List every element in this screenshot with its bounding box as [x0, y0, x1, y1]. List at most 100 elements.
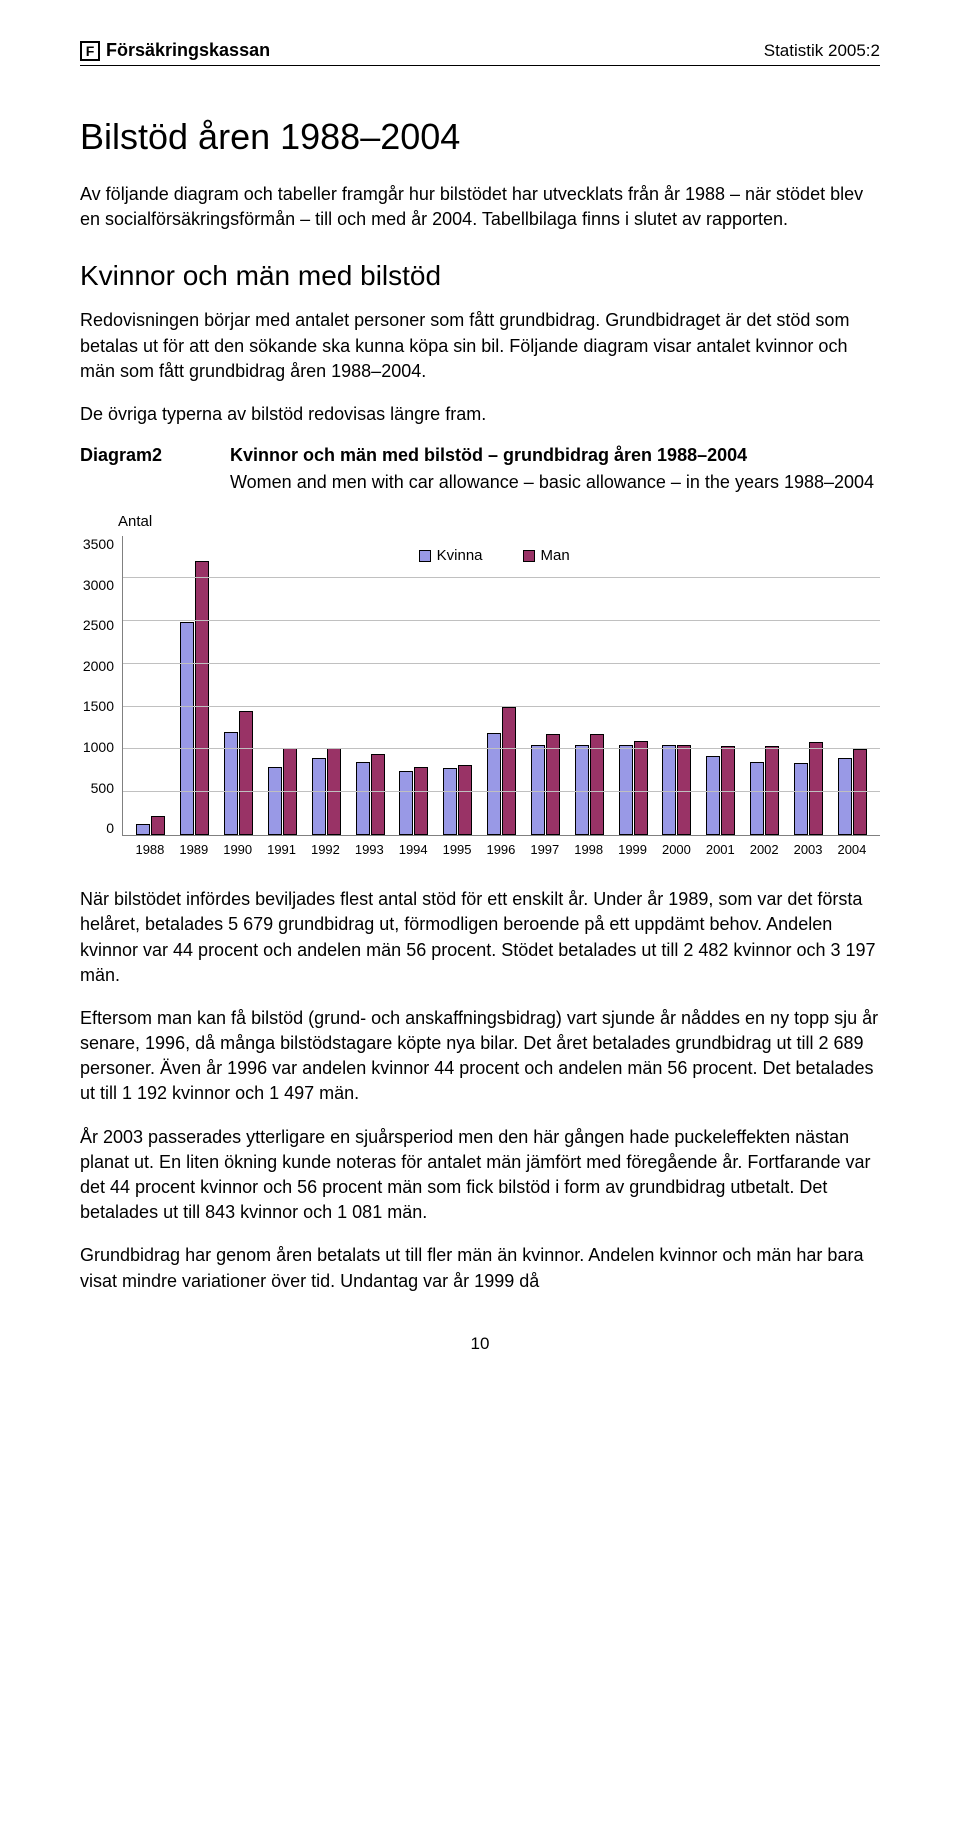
bar-man [414, 767, 428, 836]
legend-item-man: Man [523, 547, 570, 564]
bar-man [239, 711, 253, 835]
year-group [523, 536, 567, 835]
x-tick: 1999 [611, 842, 655, 857]
year-group [743, 536, 787, 835]
gridline [123, 620, 880, 621]
y-tick: 2000 [83, 658, 114, 674]
diagram-header-row: Diagram2 Kvinnor och män med bilstöd – g… [80, 445, 880, 466]
year-group [830, 536, 874, 835]
bar-kvinna [662, 745, 676, 835]
year-group [304, 536, 348, 835]
diagram-title-en: Women and men with car allowance – basic… [230, 472, 880, 493]
gridline [123, 663, 880, 664]
page-number: 10 [80, 1334, 880, 1354]
bar-kvinna [706, 756, 720, 835]
y-tick: 3000 [83, 577, 114, 593]
page-title: Bilstöd åren 1988–2004 [80, 116, 880, 158]
bar-kvinna [180, 622, 194, 835]
body-paragraph-4: Grundbidrag har genom åren betalats ut t… [80, 1243, 880, 1293]
x-tick: 1990 [216, 842, 260, 857]
bar-man [809, 742, 823, 835]
bar-kvinna [136, 824, 150, 835]
x-tick: 1996 [479, 842, 523, 857]
bar-kvinna [794, 763, 808, 835]
x-tick: 2000 [655, 842, 699, 857]
legend-label-kvinna: Kvinna [437, 547, 483, 564]
header-publication-id: Statistik 2005:2 [764, 41, 880, 61]
chart-plot: Kvinna Man [122, 536, 880, 836]
y-tick: 3500 [83, 536, 114, 552]
year-group [436, 536, 480, 835]
bar-kvinna [356, 762, 370, 835]
bar-kvinna [838, 758, 852, 835]
year-group [655, 536, 699, 835]
legend-label-man: Man [541, 547, 570, 564]
x-tick: 2004 [830, 842, 874, 857]
year-group [480, 536, 524, 835]
year-group [129, 536, 173, 835]
legend-item-kvinna: Kvinna [419, 547, 483, 564]
bar-kvinna [619, 745, 633, 835]
bar-kvinna [750, 762, 764, 835]
body-paragraph-3: År 2003 passerades ytterligare en sjuårs… [80, 1125, 880, 1226]
x-tick: 1995 [435, 842, 479, 857]
x-tick: 1998 [567, 842, 611, 857]
legend-swatch-kvinna [419, 550, 431, 562]
year-group [611, 536, 655, 835]
bar-man [502, 707, 516, 835]
body-paragraph-2: Eftersom man kan få bilstöd (grund- och … [80, 1006, 880, 1107]
y-axis-label: Antal [118, 513, 880, 530]
bar-kvinna [399, 771, 413, 835]
section-heading: Kvinnor och män med bilstöd [80, 260, 880, 292]
x-tick: 2002 [742, 842, 786, 857]
section-paragraph-2: De övriga typerna av bilstöd redovisas l… [80, 402, 880, 427]
y-tick: 1000 [83, 739, 114, 755]
x-tick: 1988 [128, 842, 172, 857]
diagram-number: Diagram2 [80, 445, 190, 466]
bar-man [151, 816, 165, 835]
x-tick: 1993 [347, 842, 391, 857]
chart-container: Antal 3500300025002000150010005000 Kvinn… [80, 513, 880, 857]
logo: F Försäkringskassan [80, 40, 270, 61]
gridline [123, 577, 880, 578]
bar-man [634, 741, 648, 835]
x-tick: 2003 [786, 842, 830, 857]
bar-kvinna [531, 745, 545, 835]
year-group [567, 536, 611, 835]
y-axis: 3500300025002000150010005000 [80, 536, 122, 836]
bar-man [458, 765, 472, 835]
chart-area: 3500300025002000150010005000 Kvinna Man [80, 536, 880, 836]
x-tick: 1994 [391, 842, 435, 857]
legend-swatch-man [523, 550, 535, 562]
bar-kvinna [268, 767, 282, 836]
section-paragraph-1: Redovisningen börjar med antalet persone… [80, 308, 880, 384]
bar-kvinna [312, 758, 326, 835]
year-group [786, 536, 830, 835]
year-group [173, 536, 217, 835]
page-header: F Försäkringskassan Statistik 2005:2 [80, 40, 880, 66]
year-group [260, 536, 304, 835]
chart-legend: Kvinna Man [411, 544, 578, 567]
gridline [123, 706, 880, 707]
bar-kvinna [443, 768, 457, 835]
x-tick: 1997 [523, 842, 567, 857]
bars-group [123, 536, 880, 835]
logo-brand-text: Försäkringskassan [106, 40, 270, 61]
intro-paragraph: Av följande diagram och tabeller framgår… [80, 182, 880, 232]
x-tick: 1991 [260, 842, 304, 857]
bar-man [195, 561, 209, 835]
year-group [348, 536, 392, 835]
y-tick: 1500 [83, 698, 114, 714]
bar-kvinna [575, 745, 589, 835]
gridline [123, 748, 880, 749]
y-tick: 500 [91, 780, 114, 796]
bar-man [371, 754, 385, 835]
year-group [699, 536, 743, 835]
year-group [217, 536, 261, 835]
diagram-title-sv: Kvinnor och män med bilstöd – grundbidra… [230, 445, 747, 466]
x-tick: 2001 [698, 842, 742, 857]
y-tick: 2500 [83, 617, 114, 633]
year-group [392, 536, 436, 835]
bar-man [677, 745, 691, 835]
x-tick: 1992 [304, 842, 348, 857]
